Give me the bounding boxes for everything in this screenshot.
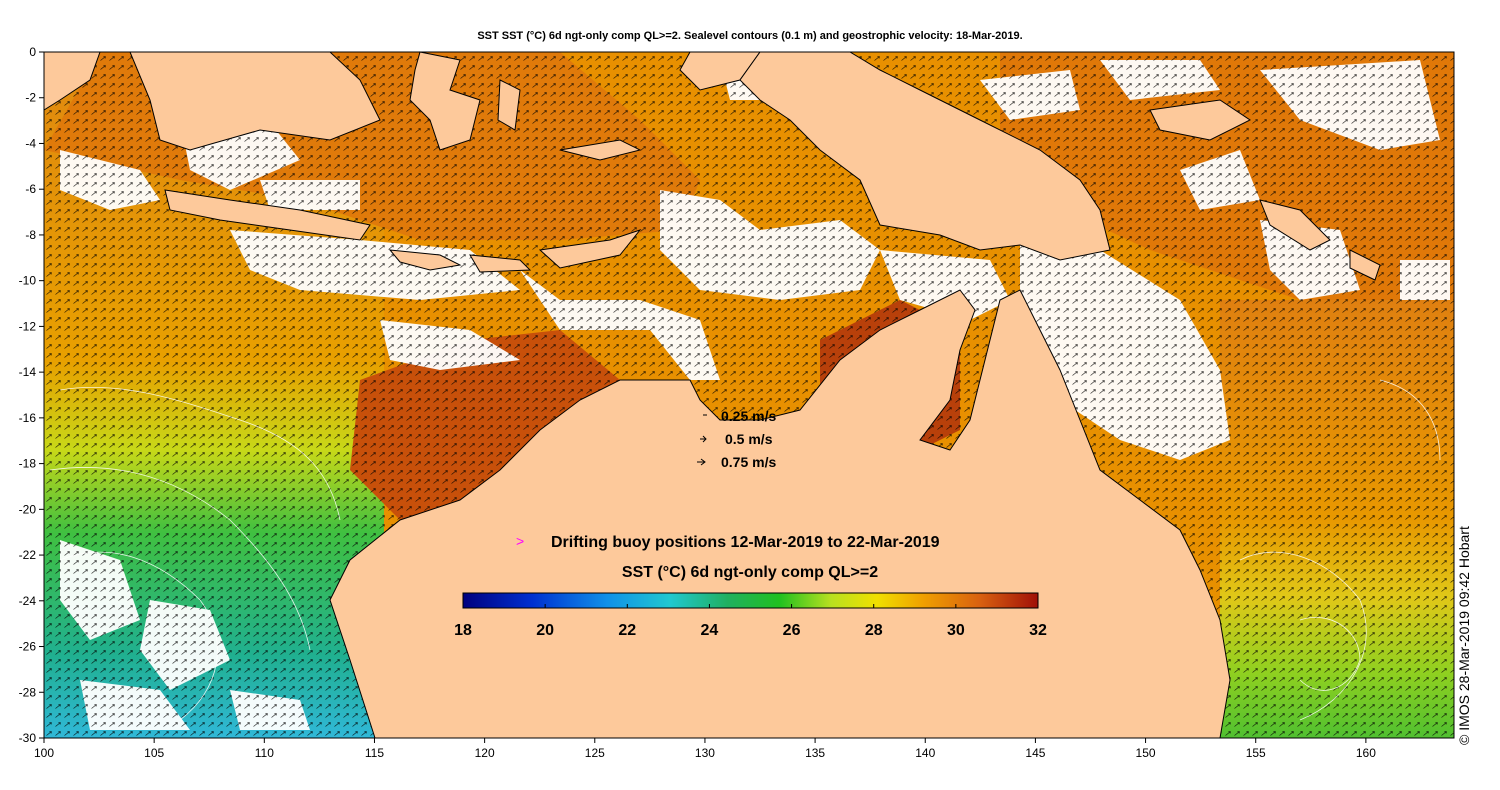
- y-tick-label: -26: [19, 640, 37, 654]
- colorbar-tick-label: 32: [1029, 622, 1047, 639]
- y-tick-label: -30: [19, 731, 37, 745]
- y-tick-label: -10: [19, 274, 37, 288]
- colorbar-tick-label: 20: [536, 622, 554, 639]
- x-tick-label: 110: [255, 746, 274, 760]
- colorbar: SST (°C) 6d ngt-only comp QL>=2 18 20 22 24…: [454, 564, 1047, 639]
- x-tick-label: 125: [585, 746, 605, 760]
- colorbar-title: SST (°C) 6d ngt-only comp QL>=2: [622, 564, 878, 581]
- map-title: SST SST (°C) 6d ngt-only comp QL>=2. Sea…: [477, 30, 1023, 42]
- x-tick-label: 130: [695, 746, 715, 760]
- x-tick-label: 160: [1356, 746, 1376, 760]
- y-tick-label: -14: [19, 365, 37, 379]
- velocity-legend-label: 0.75 m/s: [721, 454, 776, 470]
- y-tick-label: -20: [19, 502, 37, 516]
- colorbar-tick-label: 18: [454, 622, 472, 639]
- x-tick-label: 105: [144, 746, 164, 760]
- new-britain-land: [1149, 99, 1251, 141]
- colorbar-tick-label: 28: [865, 622, 883, 639]
- velocity-legend: 0.25 m/s 0.5 m/s 0.75 m/s: [697, 408, 776, 470]
- x-tick-label: 115: [365, 746, 384, 760]
- x-tick-label: 135: [805, 746, 825, 760]
- arrow-0.5: [700, 435, 707, 443]
- timor-island: [538, 228, 642, 269]
- new-guinea-land: [739, 51, 1111, 261]
- credit-text: © IMOS 28-Mar-2019 09:42 Hobart: [1456, 526, 1472, 745]
- sulawesi-east-arm: [497, 79, 521, 131]
- x-tick-label: 100: [34, 746, 54, 760]
- colorbar-bar: [462, 592, 1039, 609]
- buoy-legend-label: Drifting buoy positions 12-Mar-2019 to 2…: [551, 534, 940, 551]
- sealevel-contours: [49, 379, 1441, 721]
- x-axis: 100 105 110 115 120 125 130 135 140 145 150 155 160: [34, 738, 1376, 760]
- y-tick-label: -6: [25, 182, 36, 196]
- y-tick-label: 0: [29, 45, 36, 59]
- y-tick-label: -22: [19, 548, 37, 562]
- y-tick-label: -28: [19, 685, 37, 699]
- y-tick-label: -4: [25, 136, 36, 150]
- borneo-land: [129, 51, 381, 151]
- lombok-sumbawa: [388, 249, 462, 271]
- buoy-marker-icon: >: [516, 533, 524, 549]
- colorbar-tick-label: 30: [947, 622, 965, 639]
- makira-island: [1349, 249, 1381, 281]
- x-tick-label: 155: [1246, 746, 1266, 760]
- x-tick-label: 140: [915, 746, 935, 760]
- map-frame: [43, 51, 1455, 739]
- flores-island: [469, 254, 532, 273]
- x-tick-label: 120: [475, 746, 495, 760]
- java-land: [164, 189, 371, 241]
- colorbar-tick-label: 24: [701, 622, 719, 639]
- velocity-legend-label: 0.25 m/s: [721, 408, 776, 424]
- velocity-legend-label: 0.5 m/s: [725, 431, 773, 447]
- land-masses: [43, 51, 1381, 739]
- x-tick-label: 145: [1025, 746, 1045, 760]
- solomon-islands: [1259, 199, 1331, 251]
- x-tick-label: 150: [1136, 746, 1156, 760]
- y-tick-label: -24: [19, 594, 37, 608]
- arrow-0.75: [697, 458, 706, 466]
- y-tick-label: -12: [19, 319, 37, 333]
- colorbar-tick-label: 26: [783, 622, 801, 639]
- buoy-legend: > Drifting buoy positions 12-Mar-2019 to…: [516, 533, 940, 551]
- y-tick-label: -18: [19, 457, 37, 471]
- australia-land: [329, 289, 1231, 739]
- map-plot-area: [43, 51, 1455, 739]
- sulawesi-land: [409, 51, 481, 151]
- y-tick-label: -2: [25, 91, 36, 105]
- y-tick-label: -8: [25, 228, 36, 242]
- y-axis: 0 -2 -4 -6 -8 -10 -12 -14 -16 -18 -20 -22 -24 -26 -28 -…: [19, 45, 44, 745]
- colorbar-ticks: 18 20 22 24 26 28 30 32: [454, 604, 1047, 639]
- seram-island: [559, 139, 642, 161]
- colorbar-tick-label: 22: [618, 622, 636, 639]
- y-tick-label: -16: [19, 411, 37, 425]
